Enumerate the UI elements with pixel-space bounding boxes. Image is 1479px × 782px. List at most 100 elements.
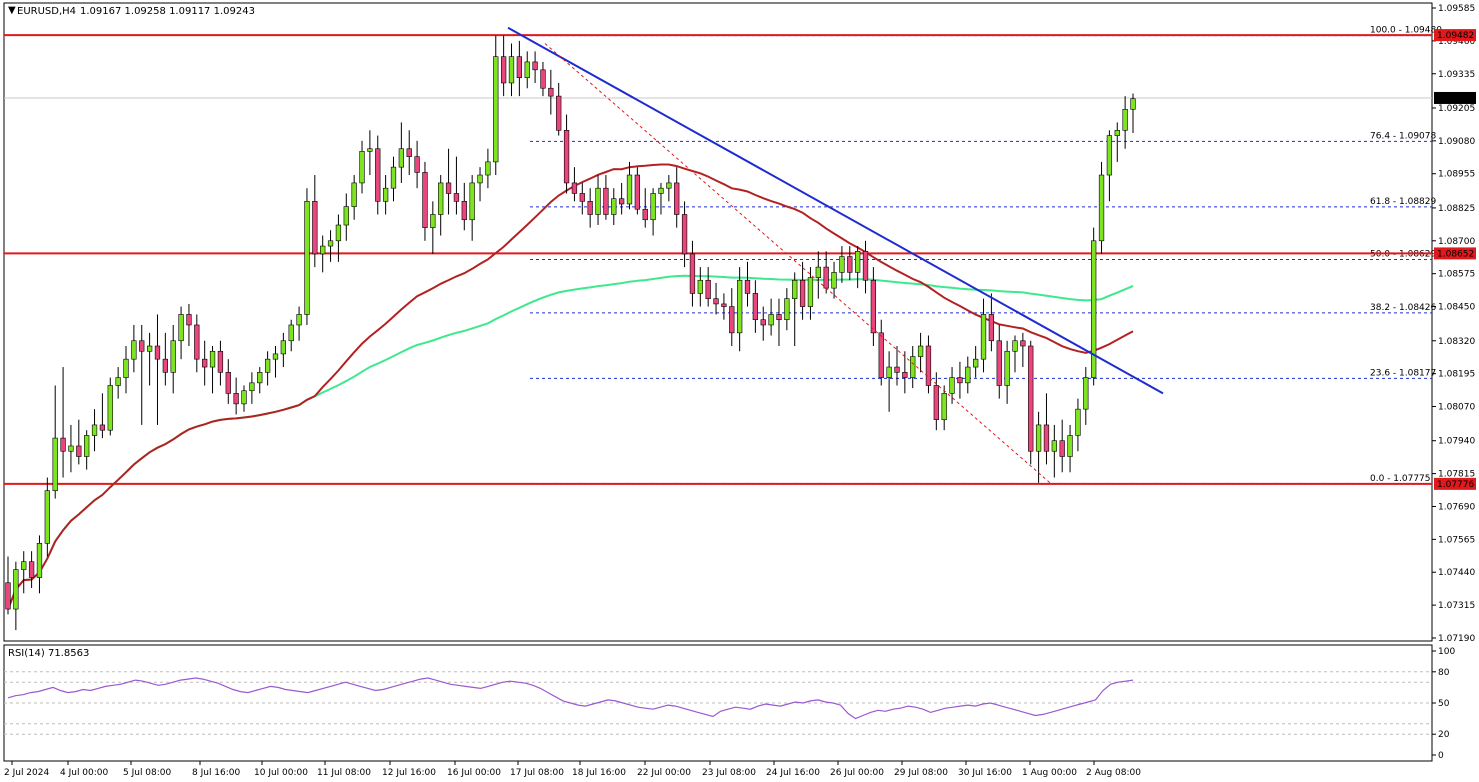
- rsi-line: [7, 677, 1134, 720]
- candle-body: [1122, 108, 1128, 131]
- x-tick-label: 11 Jul 08:00: [317, 768, 371, 778]
- candle-body: [493, 56, 499, 163]
- candle-body: [170, 340, 176, 373]
- candle-body: [949, 377, 955, 394]
- candle-body: [249, 382, 255, 392]
- candle-body: [414, 156, 420, 173]
- candle-body: [115, 377, 121, 386]
- x-tick-label: 2 Jul 2024: [4, 768, 49, 778]
- fib-level-label: 50.0 - 1.08629: [1370, 249, 1436, 259]
- y-tick-label: 1.08955: [1438, 170, 1475, 180]
- x-tick-label: 23 Jul 08:00: [702, 768, 756, 778]
- candle-body: [839, 256, 845, 273]
- candle-body: [870, 279, 877, 334]
- price-tag: [1434, 477, 1476, 490]
- candle-body: [886, 366, 892, 378]
- y-tick-label: 1.07565: [1438, 535, 1475, 545]
- price-tag-label: 1.07776: [1437, 480, 1474, 490]
- rsi-tick-label: 100: [1438, 647, 1455, 657]
- candle-body: [99, 424, 106, 431]
- candle-body: [257, 372, 263, 384]
- x-tick-label: 24 Jul 16:00: [766, 768, 820, 778]
- rsi-tick-label: 50: [1438, 699, 1450, 709]
- x-tick-label: 5 Jul 08:00: [123, 768, 172, 778]
- candle-body: [831, 272, 837, 289]
- candle-body: [485, 161, 491, 176]
- candle-body: [186, 314, 192, 326]
- candle-body: [1028, 345, 1034, 452]
- candle-body: [579, 193, 585, 202]
- candle-body: [996, 340, 1002, 386]
- y-tick-label: 1.08320: [1438, 337, 1475, 347]
- candle-body: [233, 393, 239, 405]
- candle-body: [438, 182, 444, 215]
- candle-body: [917, 345, 924, 357]
- y-tick-label: 1.07815: [1438, 470, 1475, 480]
- candle-body: [76, 445, 82, 457]
- fib-level-label: 100.0 - 1.09480: [1370, 26, 1442, 36]
- candle-body: [933, 385, 939, 420]
- candle-body: [52, 437, 58, 491]
- y-tick-label: 1.09205: [1438, 104, 1475, 114]
- candle-body: [351, 182, 357, 207]
- y-tick-label: 1.09585: [1438, 4, 1475, 14]
- candle-body: [611, 198, 617, 215]
- candle-body: [382, 187, 389, 202]
- candle-body: [548, 87, 554, 97]
- y-tick-label: 1.09080: [1438, 137, 1475, 147]
- candle-body: [390, 166, 397, 189]
- candle-body: [320, 245, 326, 255]
- candle-body: [626, 174, 633, 205]
- symbol-dropdown-icon[interactable]: ▼: [8, 5, 16, 16]
- candle-body: [296, 314, 302, 326]
- candle-body: [807, 277, 814, 307]
- candle-body: [973, 358, 979, 368]
- x-tick-label: 22 Jul 00:00: [637, 768, 691, 778]
- candle-body: [855, 251, 861, 273]
- candle-body: [705, 279, 711, 299]
- candle-body: [1098, 174, 1105, 242]
- candle-body: [634, 174, 641, 210]
- y-tick-label: 1.07440: [1438, 568, 1475, 578]
- x-tick-label: 4 Jul 00:00: [60, 768, 109, 778]
- candle-body: [1020, 340, 1026, 347]
- fib-level-label: 0.0 - 1.07775: [1370, 474, 1431, 484]
- candle-body: [312, 201, 318, 255]
- candle-body: [406, 148, 412, 157]
- price-tag: [1434, 247, 1476, 260]
- y-tick-label: 1.08070: [1438, 403, 1475, 413]
- candle-body: [862, 251, 869, 281]
- candle-body: [477, 174, 483, 184]
- fib-level-label: 38.2 - 1.08426: [1370, 303, 1436, 313]
- price-panel: [3, 2, 1433, 642]
- candle-body: [36, 543, 43, 578]
- candle-body: [666, 182, 672, 189]
- candle-body: [28, 561, 35, 578]
- sma-red-line: [7, 163, 1134, 610]
- candle-body: [13, 569, 19, 610]
- y-tick-label: 1.07315: [1438, 601, 1475, 611]
- price-tag-label: 1.09243: [1437, 94, 1474, 104]
- y-tick-label: 1.07190: [1438, 634, 1475, 644]
- candle-body: [768, 314, 774, 326]
- candle-body: [241, 390, 247, 405]
- candle-body: [957, 377, 963, 384]
- candle-body: [1035, 424, 1042, 452]
- y-tick-label: 1.08450: [1438, 303, 1475, 313]
- candle-body: [799, 279, 806, 307]
- candle-body: [697, 279, 703, 294]
- candle-body: [784, 298, 790, 321]
- candle-body: [422, 172, 428, 228]
- y-tick-label: 1.08825: [1438, 204, 1475, 214]
- candle-body: [1059, 440, 1065, 457]
- candle-body: [1075, 408, 1081, 436]
- rsi-tick-label: 80: [1438, 668, 1450, 678]
- candle-body: [453, 193, 460, 202]
- y-tick-label: 1.09335: [1438, 70, 1475, 80]
- price-tag: [1434, 91, 1476, 104]
- candle-body: [587, 201, 593, 215]
- candle-body: [658, 187, 664, 194]
- candle-body: [540, 69, 546, 89]
- candle-body: [721, 303, 727, 307]
- candle-body: [327, 240, 334, 247]
